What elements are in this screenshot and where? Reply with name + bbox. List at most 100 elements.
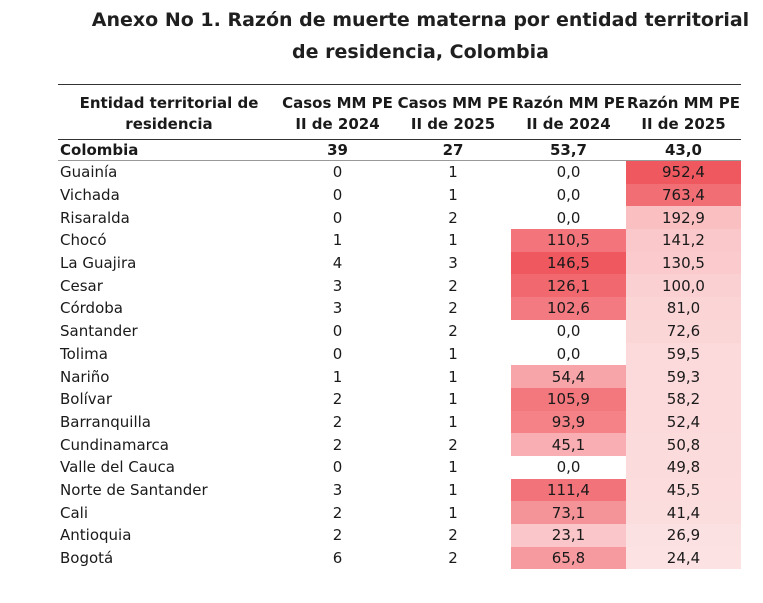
entity-name-cell: Santander (60, 322, 138, 341)
cases-2024-cell: 1 (332, 231, 343, 250)
cases-2024-cell: 2 (332, 526, 343, 545)
cases-2024-cell: 3 (332, 299, 343, 318)
table-title: Anexo No 1. Razón de muerte materna por … (0, 4, 763, 68)
cases-2025-cell: 1 (448, 390, 458, 409)
cases-2024-cell: 4 (332, 254, 343, 273)
rate-2024-cell: 146,5 (511, 251, 626, 275)
entity-name-cell: Cundinamarca (60, 435, 169, 454)
cases-2024-cell: 2 (332, 435, 343, 454)
rate-2024-cell: 0,0 (511, 342, 626, 366)
table-row: Norte de Santander 3 1 111,4 45,5 (58, 478, 741, 502)
table-row: Cundinamarca 2 2 45,1 50,8 (58, 433, 741, 456)
title-line-1: Anexo No 1. Razón de muerte materna por … (91, 9, 750, 31)
rate-2024-cell: 93,9 (511, 410, 626, 434)
national-cases-2025: 27 (395, 139, 511, 161)
cases-2024-cell: 1 (332, 367, 343, 386)
cases-2025-cell: 1 (448, 344, 458, 363)
rate-2024-cell: 126,1 (511, 274, 626, 298)
rate-2025-cell: 81,0 (626, 297, 741, 320)
cases-2025-cell: 3 (448, 254, 458, 273)
cases-2025-cell: 2 (448, 208, 458, 227)
national-name: Colombia (58, 139, 280, 161)
table-row: Cesar 3 2 126,1 100,0 (58, 274, 741, 298)
header-rate-2025: Razón MM PE II de 2025 (627, 94, 740, 133)
rate-2025-cell: 192,9 (626, 206, 741, 230)
entity-name-cell: Barranquilla (60, 412, 151, 431)
cases-2025-cell: 1 (448, 367, 458, 386)
rate-2025-cell: 45,5 (626, 478, 741, 502)
rate-2025-cell: 49,8 (626, 455, 741, 479)
rate-2024-cell: 45,1 (511, 433, 626, 456)
rate-2024-cell: 0,0 (511, 319, 626, 343)
cases-2024-cell: 0 (332, 163, 343, 182)
national-rate-2024: 53,7 (511, 139, 626, 161)
rate-2025-cell: 141,2 (626, 229, 741, 252)
cases-2024-cell: 0 (332, 322, 343, 341)
entity-name-cell: Bolívar (60, 390, 113, 409)
entity-name-cell: Cali (60, 503, 89, 522)
cases-2025-cell: 2 (448, 549, 458, 568)
cases-2025-cell: 2 (448, 435, 458, 454)
entity-name-cell: Tolima (60, 344, 108, 363)
rate-2025-cell: 50,8 (626, 433, 741, 456)
rate-2025-cell: 41,4 (626, 501, 741, 524)
table-row: Córdoba 3 2 102,6 81,0 (58, 297, 741, 320)
table-row: Tolima 0 1 0,0 59,5 (58, 342, 741, 366)
table-row: Guainía 0 1 0,0 952,4 (58, 160, 741, 184)
cases-2025-cell: 1 (448, 412, 458, 431)
rate-2024-cell: 0,0 (511, 183, 626, 207)
rate-2024-cell: 65,8 (511, 546, 626, 570)
header-cases-2025: Casos MM PE II de 2025 (397, 94, 509, 133)
rate-2024-cell: 0,0 (511, 206, 626, 230)
rate-2024-cell: 0,0 (511, 455, 626, 479)
rate-2024-cell: 110,5 (511, 229, 626, 252)
cases-2024-cell: 3 (332, 480, 343, 499)
table-row: Barranquilla 2 1 93,9 52,4 (58, 410, 741, 434)
table-row: Valle del Cauca 0 1 0,0 49,8 (58, 455, 741, 479)
entity-name-cell: Norte de Santander (60, 480, 208, 499)
table-row: Chocó 1 1 110,5 141,2 (58, 229, 741, 252)
rate-2024-cell: 102,6 (511, 297, 626, 320)
rate-2025-cell: 26,9 (626, 524, 741, 547)
cases-2024-cell: 0 (332, 344, 343, 363)
entity-name-cell: Córdoba (60, 299, 123, 318)
cases-2024-cell: 3 (332, 276, 343, 295)
rate-2024-cell: 23,1 (511, 524, 626, 547)
cases-2025-cell: 1 (448, 186, 458, 205)
rate-2025-cell: 52,4 (626, 410, 741, 434)
cases-2025-cell: 1 (448, 480, 458, 499)
header-entity: Entidad territorial de residencia (79, 94, 259, 133)
table-row: Risaralda 0 2 0,0 192,9 (58, 206, 741, 230)
table-row: Antioquia 2 2 23,1 26,9 (58, 524, 741, 547)
rate-2024-cell: 105,9 (511, 387, 626, 411)
table-row: Bolívar 2 1 105,9 58,2 (58, 387, 741, 411)
entity-name-cell: Antioquia (60, 526, 132, 545)
title-line-2: de residencia, Colombia (292, 41, 549, 63)
national-rate-2025: 43,0 (626, 139, 741, 161)
table-row: La Guajira 4 3 146,5 130,5 (58, 251, 741, 275)
header-rate-2024: Razón MM PE II de 2024 (512, 94, 625, 133)
entity-name-cell: Guainía (60, 163, 118, 182)
entity-name-cell: Valle del Cauca (60, 458, 175, 477)
national-total-row: Colombia 39 27 53,7 43,0 (58, 139, 741, 161)
header-cases-2024: Casos MM PE II de 2024 (282, 94, 393, 133)
cases-2024-cell: 2 (332, 503, 343, 522)
cases-2025-cell: 1 (448, 163, 458, 182)
rate-2025-cell: 59,5 (626, 342, 741, 366)
cases-2025-cell: 2 (448, 322, 458, 341)
rate-2024-cell: 73,1 (511, 501, 626, 524)
rate-2025-cell: 763,4 (626, 183, 741, 207)
table-row: Cali 2 1 73,1 41,4 (58, 501, 741, 524)
table-row: Vichada 0 1 0,0 763,4 (58, 183, 741, 207)
cases-2025-cell: 2 (448, 276, 458, 295)
cases-2024-cell: 0 (332, 458, 343, 477)
national-cases-2024: 39 (280, 139, 395, 161)
entity-name-cell: Vichada (60, 186, 120, 205)
header-row: Entidad territorial de residencia Casos … (58, 84, 741, 140)
cases-2025-cell: 2 (448, 526, 458, 545)
rate-2025-cell: 952,4 (626, 160, 741, 184)
cases-2024-cell: 0 (332, 186, 343, 205)
entity-name-cell: La Guajira (60, 254, 137, 273)
entity-name-cell: Cesar (60, 276, 103, 295)
cases-2024-cell: 6 (332, 549, 343, 568)
